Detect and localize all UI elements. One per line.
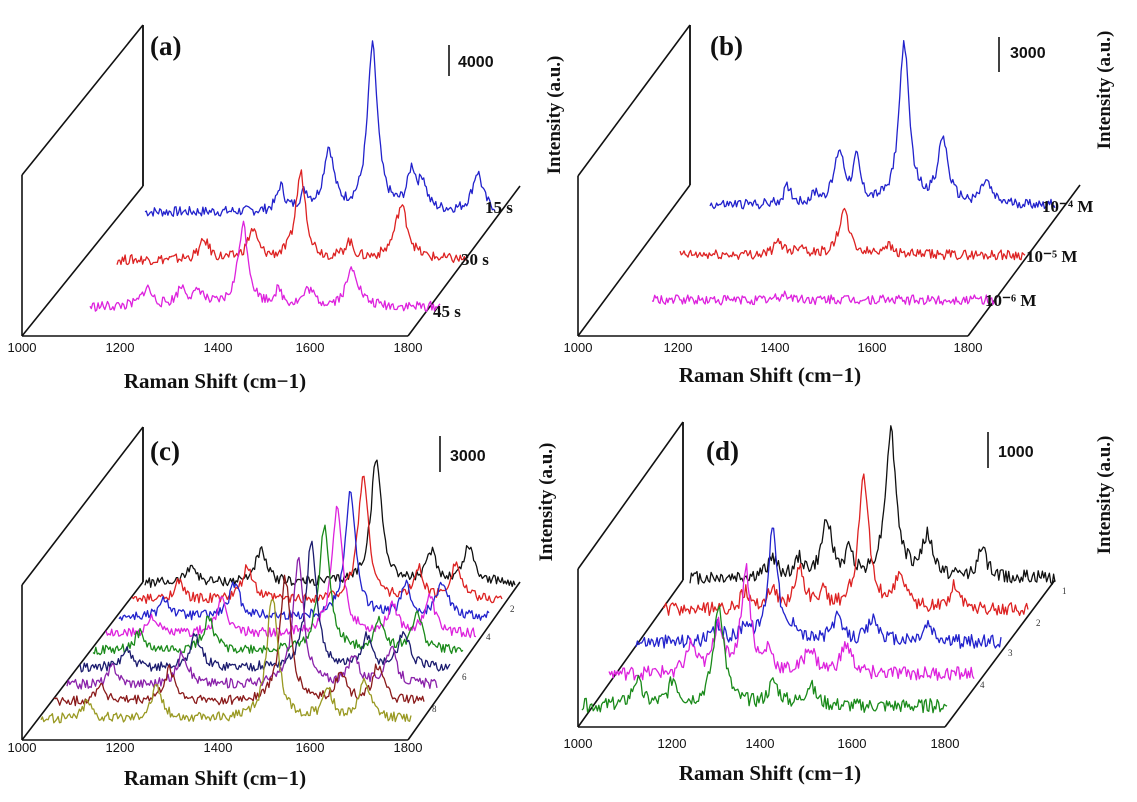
panel-d-series-tick-1: 1 [1062, 586, 1067, 596]
panel-d-xtick-1800: 1800 [931, 736, 960, 751]
panel-a-xtick-1800: 1800 [394, 340, 423, 355]
panel-a-frame-edge-0 [21, 185, 144, 337]
panel-b-xlabel: Raman Shift (cm−1) [679, 363, 861, 387]
panel-b-series-label-2: 10⁻⁵ M [1026, 247, 1077, 266]
panel-c-xtick-1200: 1200 [106, 740, 135, 755]
panel-c-scale-text: 3000 [450, 448, 486, 465]
panel-b-frame-edge-0 [577, 184, 691, 337]
panel-c-frame-edge-5 [21, 426, 144, 586]
panel-b-xtick-1600: 1600 [858, 340, 887, 355]
panel-c: (c) 3000 Intensity (a.u.) Raman Shift (c… [124, 436, 557, 790]
panel-c-xtick-1600: 1600 [296, 740, 325, 755]
panel-d-xlabel: Raman Shift (cm−1) [679, 761, 861, 785]
panel-d-frame-edge-2 [944, 579, 1056, 728]
panel-a-trace-1 [144, 40, 496, 217]
panel-d-scale-text: 1000 [998, 444, 1034, 461]
panel-d-frame-edge-0 [577, 579, 684, 728]
panel-d-series-tick-4: 4 [980, 680, 985, 690]
panel-b-trace-1 [709, 40, 1056, 210]
panel-b-xtick-1800: 1800 [954, 340, 983, 355]
panel-a-ylabel: Intensity (a.u.) [544, 56, 565, 175]
panel-a-trace-3 [89, 220, 441, 313]
panel-b-xtick-1200: 1200 [664, 340, 693, 355]
panel-b-ylabel: Intensity (a.u.) [1094, 31, 1115, 150]
panel-b-xtick-1400: 1400 [761, 340, 790, 355]
panel-b-scale-text: 3000 [1010, 45, 1046, 62]
panel-c-trace-7 [66, 556, 438, 690]
panel-c-series-tick-4: 8 [432, 704, 437, 714]
panel-c-series-tick-1: 2 [510, 604, 515, 614]
panel-c-trace-5 [92, 524, 464, 656]
panel-d-trace-3 [635, 527, 1002, 649]
panel-b: (b) 3000 Intensity (a.u.) Raman Shift (c… [679, 31, 1115, 387]
panel-a-trace-2 [116, 169, 468, 266]
panel-d-xtick-1000: 1000 [564, 736, 593, 751]
panel-a-xtick-1200: 1200 [106, 340, 135, 355]
panel-d-trace-2 [662, 473, 1029, 617]
panel-a: (a) 4000 Intensity (a.u.) Raman Shift (c… [124, 31, 565, 393]
panel-c-label: (c) [150, 436, 180, 466]
panel-d-series-tick-2: 2 [1036, 618, 1041, 628]
panel-c-trace-6 [79, 540, 451, 673]
panel-b-xtick-1000: 1000 [564, 340, 593, 355]
panel-d: (d) 1000 Intensity (a.u.) Raman Shift (c… [679, 432, 1115, 785]
panel-b-frame-edge-5 [577, 24, 691, 177]
panel-a-label: (a) [150, 31, 181, 61]
panel-d-trace-4 [608, 563, 975, 681]
panel-c-xtick-1800: 1800 [394, 740, 423, 755]
panel-d-frame-edge-5 [577, 421, 684, 570]
panel-a-xtick-1400: 1400 [204, 340, 233, 355]
panel-d-ylabel: Intensity (a.u.) [1094, 436, 1115, 555]
panel-c-trace-1 [144, 459, 516, 588]
panel-c-trace-9 [40, 599, 412, 724]
panel-c-xtick-1400: 1400 [204, 740, 233, 755]
panel-c-series-tick-2: 4 [486, 632, 491, 642]
panel-a-frame-edge-5 [21, 24, 144, 176]
panel-a-xtick-1600: 1600 [296, 340, 325, 355]
panel-d-label: (d) [706, 436, 739, 466]
panel-d-xtick-1400: 1400 [746, 736, 775, 751]
panel-d-series-tick-3: 3 [1008, 648, 1013, 658]
panel-a-series-label-2: 30 s [461, 250, 489, 269]
panel-c-plot: 1000 1200 1400 1600 1800 [8, 426, 521, 755]
panel-b-trace-2 [679, 207, 1026, 261]
panel-b-plot: 1000 1200 1400 1600 1800 [564, 24, 1081, 355]
panel-b-series-label-1: 10⁻⁴ M [1042, 197, 1093, 216]
panel-c-frame-edge-2 [407, 581, 521, 741]
panel-d-xtick-1200: 1200 [658, 736, 687, 751]
panel-a-scale-text: 4000 [458, 54, 494, 71]
panel-b-trace-3 [651, 290, 998, 306]
panel-b-label: (b) [710, 31, 743, 61]
panel-c-ylabel: Intensity (a.u.) [536, 443, 557, 562]
panel-a-xlabel: Raman Shift (cm−1) [124, 369, 306, 393]
panel-c-xtick-1000: 1000 [8, 740, 37, 755]
panel-b-frame-edge-2 [967, 184, 1081, 337]
panel-c-xlabel: Raman Shift (cm−1) [124, 766, 306, 790]
panel-c-series-tick-3: 6 [462, 672, 467, 682]
panel-a-series-label-3: 45 s [433, 302, 461, 321]
panel-c-trace-8 [53, 574, 425, 707]
panel-d-trace-5 [581, 605, 948, 714]
panel-a-xtick-1000: 1000 [8, 340, 37, 355]
panel-c-frame-edge-0 [21, 581, 144, 741]
panel-a-series-label-1: 15 s [485, 198, 513, 217]
panel-a-plot: 1000 1200 1400 1600 1800 [8, 24, 521, 355]
panel-b-series-label-3: 10⁻⁶ M [985, 291, 1036, 310]
panel-d-plot: 1000 1200 1400 1600 1800 [564, 421, 1056, 751]
panel-d-xtick-1600: 1600 [838, 736, 867, 751]
